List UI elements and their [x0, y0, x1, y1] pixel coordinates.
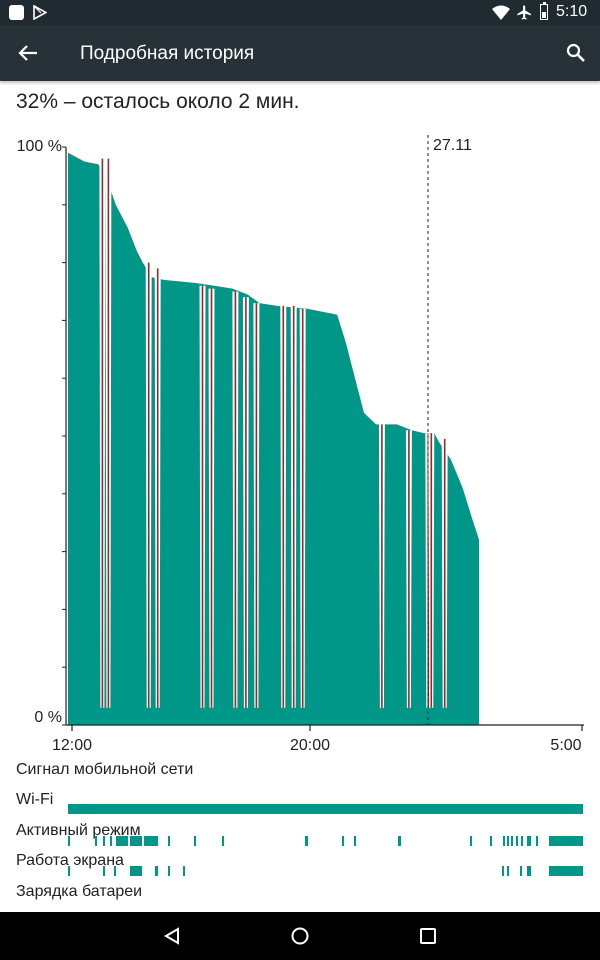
nav-recents-icon[interactable]: [419, 927, 437, 945]
y-top-label: 100 %: [17, 138, 62, 155]
row-label-awake: Активный режим: [16, 822, 141, 839]
wifi-icon: [492, 5, 510, 20]
nav-home-icon[interactable]: [290, 926, 310, 946]
status-time: 5:10: [556, 3, 588, 20]
y-bottom-label: 0 %: [34, 709, 62, 726]
activity-bars: [68, 804, 583, 876]
screen-on-bars: [68, 866, 583, 876]
app-square-icon: [9, 5, 24, 20]
awake-bars: [68, 836, 583, 846]
arrow-back-icon[interactable]: [18, 44, 38, 62]
row-label-screen-on: Работа экрана: [16, 852, 124, 869]
x-tick-label-5: 5:00: [550, 737, 581, 754]
date-marker-label: 27.11: [433, 137, 472, 154]
wifi-bar: [68, 804, 583, 814]
row-label-wifi: Wi-Fi: [16, 791, 54, 808]
search-icon[interactable]: [566, 43, 586, 63]
airplane-icon: [517, 5, 531, 20]
battery-chart: 27.11 100 % 0 % 12:00 20:00 5:00: [17, 135, 584, 754]
battery-area: [68, 152, 480, 726]
row-label-charging: Зарядка батареи: [16, 883, 143, 900]
navigation-bar: [0, 912, 600, 960]
x-tick-label-12: 12:00: [52, 737, 92, 754]
battery-summary: 32% – осталось около 2 мин.: [16, 90, 300, 113]
play-store-icon: [33, 5, 47, 20]
battery-icon: [540, 2, 548, 20]
battery-level-area: [68, 152, 480, 726]
battery-drop-lines: [99, 158, 448, 708]
nav-back-icon[interactable]: [162, 926, 182, 946]
x-tick-label-20: 20:00: [290, 737, 330, 754]
status-bar: 5:10: [0, 0, 600, 25]
x-axis-ticks: [71, 725, 583, 731]
app-bar: Подробная история: [0, 25, 600, 81]
row-label-mobile-signal: Сигнал мобильной сети: [16, 761, 194, 778]
y-axis-ticks: [62, 146, 66, 726]
page-title: Подробная история: [80, 43, 255, 64]
